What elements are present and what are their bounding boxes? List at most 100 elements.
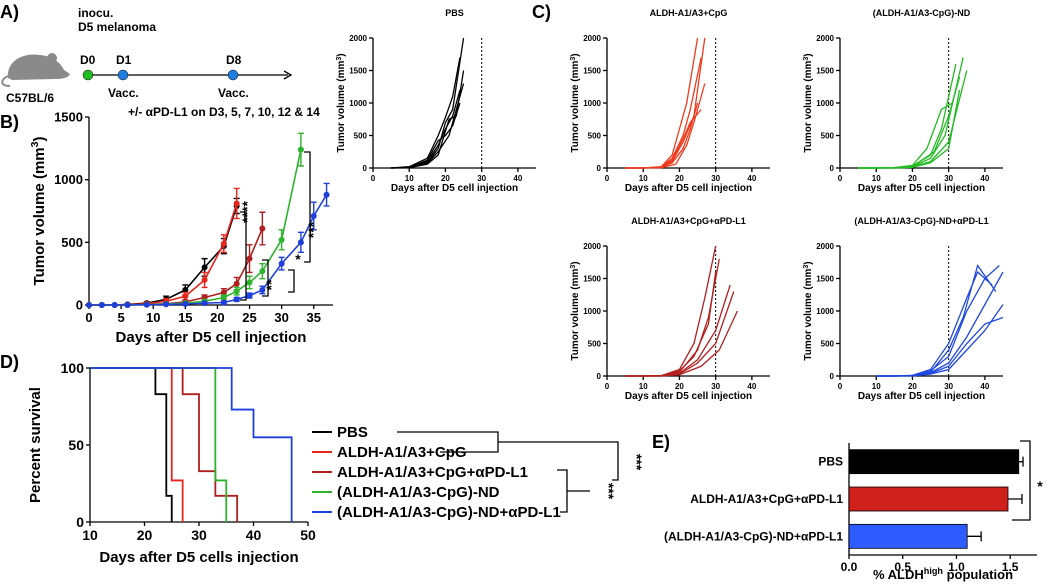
line <box>858 57 964 169</box>
line <box>625 310 738 377</box>
treatment: +/- αPD-L1 on D3, 5, 7, 10, 12 & 14 <box>128 105 320 119</box>
x-tick-label: 0.5 <box>894 560 911 574</box>
y-tick-label: 1000 <box>583 99 601 108</box>
category-label: PBS <box>818 455 843 469</box>
x-tick-label: 30 <box>274 310 288 325</box>
x-tick-label: 40 <box>747 382 756 391</box>
line <box>876 263 997 377</box>
significance: ** <box>263 279 279 290</box>
y-tick-label: 2000 <box>583 242 601 251</box>
y-tick-label: 0 <box>597 372 602 381</box>
line <box>625 291 735 377</box>
bar <box>848 449 1020 475</box>
x-tick-label: 20 <box>137 527 153 543</box>
line <box>625 271 717 377</box>
y-tick-label: 50 <box>68 437 84 453</box>
x-tick-label: 0 <box>605 382 610 391</box>
timeline-dot <box>117 69 129 81</box>
schematic: inocu. D5 melanoma D0 D1 D8 Vacc. Vacc. … <box>1 6 320 119</box>
y-axis-label: Percent survival <box>27 387 44 503</box>
line <box>625 245 717 377</box>
legend-label: ALDH-A1/A3+CpG <box>337 444 467 461</box>
x-axis-label: Days after D5 cell injection <box>625 183 752 194</box>
x-axis-label-part: % ALDH <box>873 567 924 582</box>
marker <box>220 299 227 306</box>
significance-bracket <box>397 431 619 513</box>
y-axis-label-part: 3 <box>803 57 810 61</box>
vaccination: Vacc. <box>218 86 249 100</box>
line <box>625 57 702 169</box>
marker <box>220 294 227 301</box>
y-tick-label: 1500 <box>583 66 601 75</box>
line <box>625 109 702 169</box>
x-axis-label-part: high <box>924 566 943 576</box>
x-tick-label: 20 <box>908 174 917 183</box>
x-tick-label: 0 <box>371 174 376 183</box>
significance: *** <box>305 221 321 238</box>
line <box>876 304 1004 377</box>
y-axis-label-part: Percent survival <box>27 387 44 503</box>
y-tick-label: 2000 <box>816 34 834 43</box>
marker <box>201 300 208 307</box>
y-axis-label-part: Tumor volume (mm <box>570 60 581 152</box>
y-tick-label: 0 <box>830 164 835 173</box>
x-tick-label: 30 <box>711 382 720 391</box>
y-tick-label: 1500 <box>816 66 834 75</box>
line <box>89 205 238 306</box>
y-tick-label: 0 <box>597 164 602 173</box>
legend-label: (ALDH-A1/A3-CpG)-ND <box>337 484 500 501</box>
cell-line: D5 melanoma <box>78 20 156 34</box>
panel-label: E) <box>652 432 670 452</box>
timeline-dot <box>227 69 239 81</box>
survival-curve <box>90 367 228 522</box>
inoculation: inocu. <box>78 6 113 20</box>
significance: **** <box>239 201 255 223</box>
x-tick-label: 0 <box>838 382 843 391</box>
x-tick-label: 30 <box>711 174 720 183</box>
marker <box>259 225 266 232</box>
y-axis-label-part: Tumor volume (mm <box>803 60 814 152</box>
x-tick-label: 10 <box>405 174 414 183</box>
x-axis-label: Days after D5 cell injection <box>116 329 307 346</box>
x-tick-label: 30 <box>477 174 486 183</box>
y-axis-label-part: ) <box>803 261 814 264</box>
x-tick-label: 1.0 <box>948 560 965 574</box>
x-tick-label: 35 <box>307 310 321 325</box>
panel-label: D) <box>0 352 19 372</box>
y-tick-label: 2000 <box>349 34 367 43</box>
x-tick-label: 10 <box>82 527 98 543</box>
mouse-ear <box>47 53 57 63</box>
y-tick-label: 1000 <box>54 172 83 187</box>
y-tick-label: 1000 <box>349 99 367 108</box>
x-axis-label: Days after D5 cell injection <box>858 391 985 402</box>
chart-title: (ALDH-A1/A3-CpG)-ND <box>873 8 971 18</box>
y-axis-label-part: Tumor volume (mm <box>570 268 581 360</box>
line <box>858 76 961 169</box>
x-axis-label-part: population <box>943 567 1013 582</box>
x-tick-label: 0.0 <box>841 560 858 574</box>
line <box>391 83 465 169</box>
x-axis-label: Days after D5 cell injection <box>858 183 985 194</box>
line <box>625 37 699 169</box>
y-tick-label: 1500 <box>816 274 834 283</box>
marker <box>233 200 240 207</box>
y-tick-label: 500 <box>588 131 602 140</box>
marker <box>246 292 253 299</box>
y-tick-label: 2000 <box>816 242 834 251</box>
day-label: D0 <box>80 53 96 67</box>
y-tick-label: 0 <box>363 164 368 173</box>
marker <box>201 264 208 271</box>
significance: * <box>295 251 301 267</box>
y-axis-label-part: 3 <box>570 57 577 61</box>
x-tick-label: 20 <box>675 382 684 391</box>
marker <box>246 279 253 286</box>
mouse-tail <box>1 75 11 87</box>
x-tick-label: 10 <box>872 382 881 391</box>
significance: *** <box>601 483 617 500</box>
marker <box>220 240 227 247</box>
chart-title: ALDH-A1/A3+CpG <box>650 8 728 18</box>
y-axis-label: Tumor volume (mm3) <box>29 137 48 286</box>
line <box>89 194 328 306</box>
line <box>391 70 465 169</box>
